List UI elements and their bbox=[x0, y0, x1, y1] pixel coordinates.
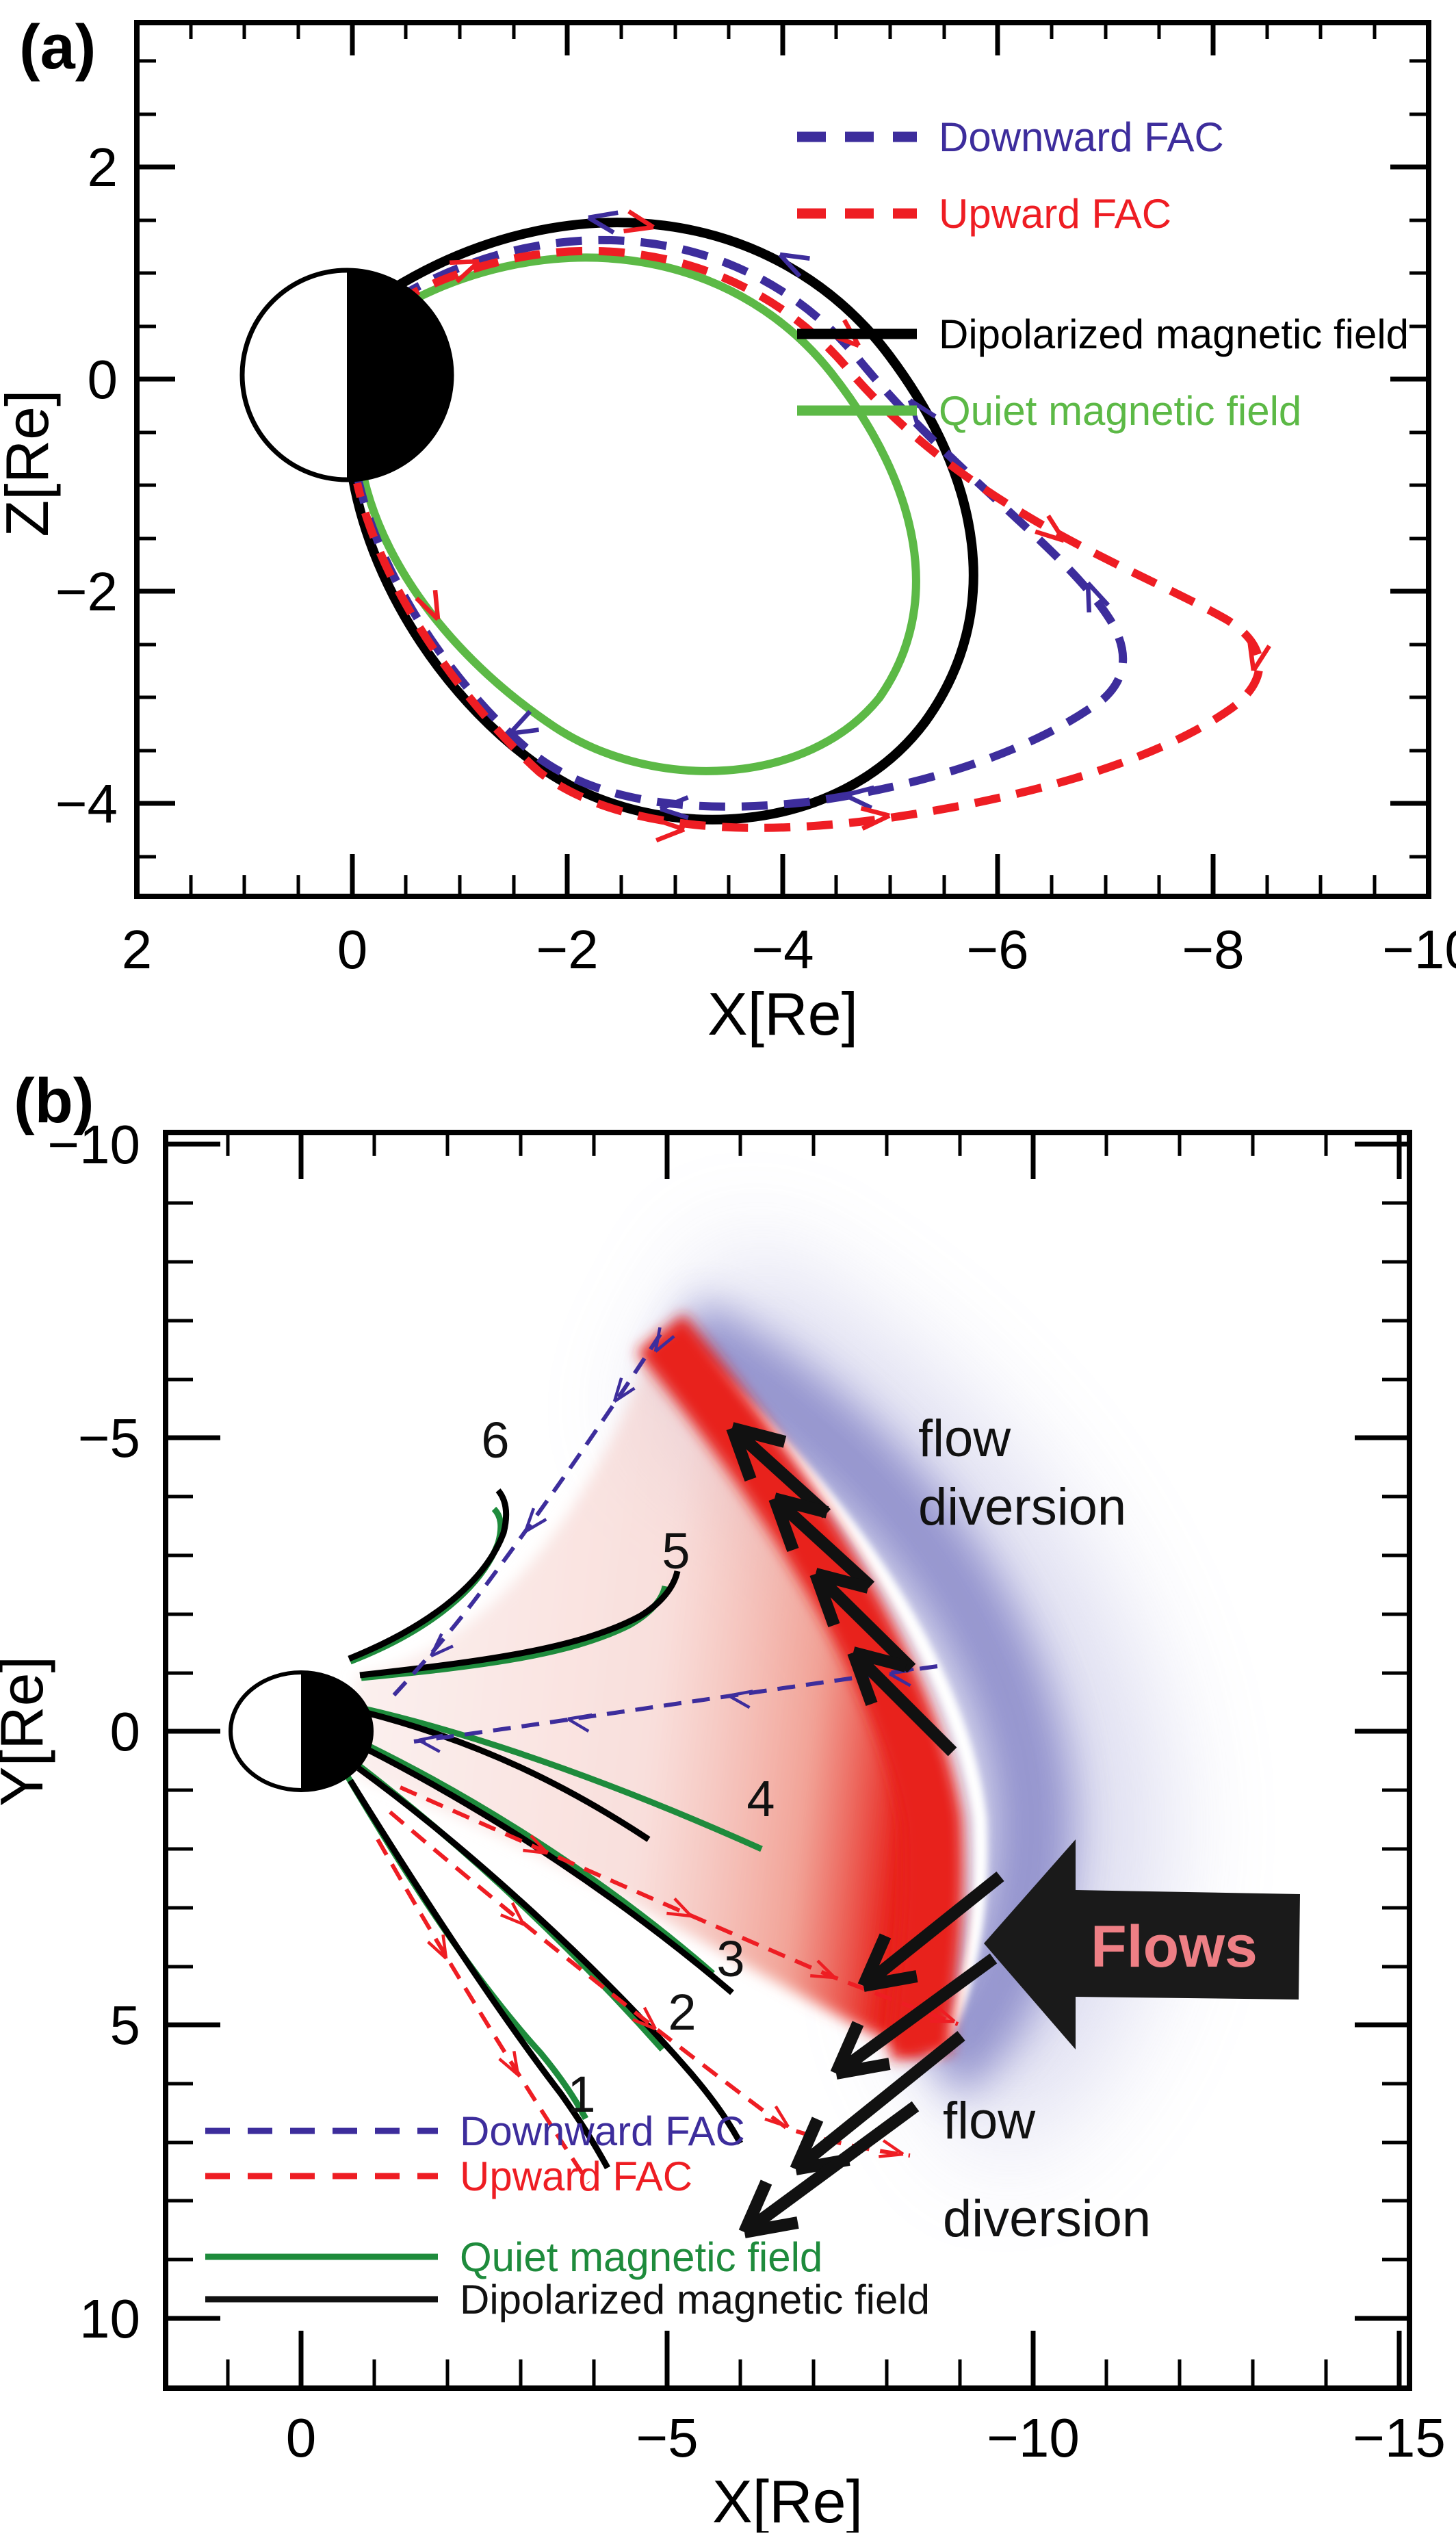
panel-a-y-tick-labels: 2 0 −2 −4 bbox=[55, 137, 118, 834]
b-x-tick: −5 bbox=[636, 2407, 698, 2468]
a-y-tick: 0 bbox=[88, 349, 118, 410]
quiet-line-3 bbox=[364, 1741, 715, 1976]
legend-a-quiet-label: Quiet magnetic field bbox=[939, 388, 1301, 434]
dipolarized-line-6 bbox=[348, 1488, 510, 1662]
field-line-number-1: 1 bbox=[567, 2066, 595, 2123]
dipolarized-line-3 bbox=[365, 1746, 734, 1995]
b-y-tick: −5 bbox=[78, 1408, 140, 1468]
front-white-gap bbox=[664, 1330, 987, 2064]
panel-b-legend: Downward FAC Upward FAC Quiet magnetic f… bbox=[205, 2108, 930, 2322]
flow-diversion-upper-line2: diversion bbox=[918, 1478, 1126, 1536]
flow-diversion-upper-line1: flow bbox=[918, 1410, 1011, 1468]
earth-a bbox=[239, 268, 454, 482]
dipolarized-line-5 bbox=[359, 1570, 681, 1679]
panel-a-y-axis-label: Z[Re] bbox=[0, 389, 61, 536]
a-x-tick: 2 bbox=[122, 919, 153, 980]
panel-a-ticks bbox=[134, 23, 1431, 896]
panel-b-plot-frame bbox=[163, 1130, 1412, 2391]
b-x-tick: 0 bbox=[286, 2407, 317, 2468]
panel-a-x-axis-label: X[Re] bbox=[707, 980, 858, 1048]
panel-b-fac-chains bbox=[376, 1328, 959, 2184]
earth-a-nightside bbox=[347, 270, 452, 480]
legend-a-downward-label: Downward FAC bbox=[939, 114, 1224, 160]
diversion-arrow-down-4 bbox=[738, 2101, 920, 2238]
diversion-arrow-up-4 bbox=[847, 1646, 957, 1757]
flow-diversion-lower-line1: flow bbox=[943, 2092, 1036, 2150]
panel-b-label: (b) bbox=[14, 1066, 94, 1136]
a-x-tick: −2 bbox=[536, 919, 598, 980]
quiet-field-loop bbox=[360, 253, 920, 775]
b-y-tick: 5 bbox=[110, 1995, 141, 2056]
diversion-arrow-up-2 bbox=[768, 1492, 875, 1591]
field-line-numbers: 1 2 3 4 5 6 bbox=[481, 1412, 775, 2123]
dipolarized-line-2 bbox=[356, 1765, 743, 2145]
a-x-tick: −8 bbox=[1182, 919, 1244, 980]
legend-b-downward-label: Downward FAC bbox=[460, 2108, 745, 2154]
a-y-tick: −4 bbox=[55, 773, 118, 834]
panel-b-field-lines bbox=[345, 1488, 763, 2170]
upward-fac-chain-1 bbox=[399, 1785, 959, 2026]
b-x-tick: −10 bbox=[987, 2407, 1080, 2468]
panel-b-y-axis-label: Y[Re] bbox=[0, 1656, 55, 1807]
field-line-number-2: 2 bbox=[668, 1984, 696, 2041]
diversion-arrow-up-3 bbox=[809, 1568, 916, 1673]
legend-b-upward-label: Upward FAC bbox=[460, 2153, 692, 2199]
panel-b-y-tick-labels: −10 −5 0 5 10 bbox=[47, 1114, 140, 2349]
panel-a-legend: Downward FAC Upward FAC Dipolarized magn… bbox=[797, 114, 1409, 434]
field-line-number-3: 3 bbox=[716, 1930, 744, 1987]
a-x-tick: −10 bbox=[1382, 919, 1456, 980]
dipolarized-field-loop bbox=[348, 218, 978, 825]
field-line-number-6: 6 bbox=[481, 1412, 509, 1468]
dipolarized-line-1 bbox=[348, 1778, 610, 2170]
b-y-tick: 0 bbox=[110, 1701, 141, 1762]
quiet-line-4 bbox=[363, 1705, 763, 1852]
upward-fac-chain-3 bbox=[376, 1838, 590, 2184]
diversion-glow-core bbox=[660, 1298, 1074, 2099]
dipolarized-line-4 bbox=[363, 1709, 651, 1842]
diversion-arrow-down-2 bbox=[830, 1953, 998, 2080]
a-y-tick: −2 bbox=[55, 561, 118, 622]
b-y-tick: 10 bbox=[79, 2288, 140, 2349]
earth-b bbox=[229, 1670, 374, 1792]
panel-a-curves bbox=[348, 209, 1270, 840]
legend-a-dipolarized-label: Dipolarized magnetic field bbox=[939, 311, 1409, 357]
b-x-tick: −15 bbox=[1353, 2407, 1446, 2468]
front-red-band bbox=[636, 1314, 963, 2060]
panel-b: (b) −10 −5 0 5 10 bbox=[0, 1066, 1446, 2535]
legend-b-quiet-label: Quiet magnetic field bbox=[460, 2234, 822, 2280]
panel-b-x-axis-label: X[Re] bbox=[712, 2468, 863, 2533]
earth-b-nightside bbox=[301, 1672, 372, 1790]
downward-fac-loop bbox=[354, 235, 1128, 811]
a-x-tick: 0 bbox=[337, 919, 368, 980]
flows-arrow: Flows bbox=[984, 1839, 1300, 2049]
panel-a: (a) 2 0 −2 −4 −6 −8 −10 2 0 −2 bbox=[0, 12, 1456, 1048]
field-line-number-5: 5 bbox=[662, 1523, 690, 1579]
diversion-arrow-down-3 bbox=[790, 2030, 965, 2175]
flow-diversion-arrows bbox=[726, 1422, 1004, 2238]
downward-fac-chain-central bbox=[413, 1664, 938, 1744]
a-x-tick: −6 bbox=[966, 919, 1028, 980]
upward-fac-loop bbox=[353, 246, 1264, 832]
field-line-number-4: 4 bbox=[746, 1770, 775, 1827]
panel-b-annotations: flow diversion flow diversion 1 2 3 4 5 … bbox=[481, 1410, 1151, 2248]
panel-b-x-tick-labels: 0 −5 −10 −15 bbox=[286, 2407, 1446, 2468]
legend-b-dipolarized-label: Dipolarized magnetic field bbox=[460, 2277, 930, 2322]
panel-b-ticks bbox=[166, 1133, 1409, 2388]
panel-a-x-tick-labels: 2 0 −2 −4 −6 −8 −10 bbox=[122, 919, 1456, 980]
upward-fac-chain-2 bbox=[389, 1810, 911, 2158]
downward-fac-chain-diagonal bbox=[391, 1333, 662, 1698]
legend-a-upward-label: Upward FAC bbox=[939, 191, 1171, 237]
flow-diversion-lower-line2: diversion bbox=[943, 2190, 1151, 2248]
diversion-arrow-down-1 bbox=[857, 1871, 1004, 1992]
flows-label: Flows bbox=[1091, 1914, 1258, 1980]
diversion-arrow-up-1 bbox=[726, 1422, 831, 1518]
a-y-tick: 2 bbox=[88, 137, 118, 198]
a-x-tick: −4 bbox=[751, 919, 814, 980]
flows-arrow-shape bbox=[984, 1839, 1300, 2049]
b-y-tick: −10 bbox=[47, 1114, 140, 1175]
panel-a-label: (a) bbox=[19, 12, 96, 82]
